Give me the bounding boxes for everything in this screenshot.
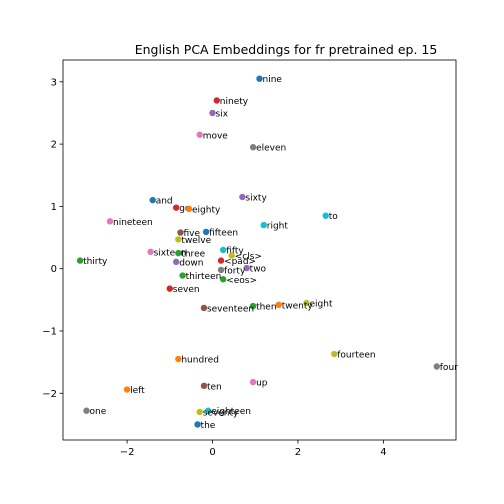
point-label: thirteen — [186, 272, 222, 282]
point-label: two — [250, 265, 267, 275]
data-point — [249, 144, 257, 151]
y-tick-label: 0 — [51, 264, 57, 275]
point-label: twenty — [282, 301, 314, 311]
point-label: twelve — [181, 236, 211, 246]
data-point — [147, 248, 154, 256]
axis-ticks: −2 0 2 4 −2 −1 0 1 2 3 — [42, 77, 386, 458]
point-label: hundred — [181, 356, 219, 366]
data-point — [219, 276, 227, 283]
point-label: seven — [173, 285, 200, 295]
point-label: down — [179, 258, 203, 268]
data-point — [433, 363, 440, 370]
data-point — [205, 407, 212, 414]
data-point — [256, 75, 263, 82]
point-label: fifty — [226, 247, 244, 257]
data-point — [173, 258, 180, 266]
point-label: three — [181, 250, 205, 260]
point-label: one — [89, 407, 106, 417]
point-label: ten — [207, 382, 222, 392]
data-point — [175, 355, 182, 363]
data-point — [217, 257, 225, 264]
data-point — [196, 131, 203, 138]
data-point — [179, 272, 186, 279]
y-tick-label: −2 — [42, 389, 57, 400]
point-label: <pad> — [224, 257, 256, 267]
data-point — [217, 266, 225, 274]
point-label: seventy — [203, 408, 239, 418]
y-tick-label: −1 — [42, 326, 57, 337]
data-point — [123, 386, 131, 393]
point-label: then — [256, 303, 276, 313]
point-label: sixty — [245, 194, 267, 204]
data-point — [243, 264, 250, 272]
point-label: forty — [224, 266, 246, 276]
point-label: to — [329, 212, 339, 222]
data-point — [196, 408, 203, 416]
data-point — [322, 212, 329, 219]
x-tick-label: −2 — [120, 447, 135, 458]
point-label: sixteen — [154, 248, 187, 258]
point-label: go — [179, 204, 191, 214]
data-point — [213, 97, 220, 104]
data-point — [173, 204, 180, 211]
data-point — [275, 301, 282, 309]
point-label: <eos> — [226, 276, 257, 286]
point-label: and — [156, 197, 173, 207]
point-label: eleven — [256, 144, 286, 154]
y-tick-label: 1 — [51, 202, 57, 213]
point-label: ninety — [220, 97, 249, 107]
data-point — [166, 285, 173, 292]
y-tick-label: 3 — [51, 77, 57, 88]
point-label: nine — [263, 75, 283, 85]
point-label: seventeen — [207, 304, 254, 314]
plot-frame — [62, 59, 457, 441]
data-point — [83, 407, 90, 414]
chart-title: English PCA Embeddings for fr pretrained… — [135, 42, 438, 57]
data-point — [249, 378, 257, 386]
point-label: fifteen — [209, 228, 238, 238]
point-label: the — [201, 421, 216, 431]
point-label: thirty — [83, 257, 108, 267]
point-label: left — [130, 386, 145, 396]
data-point — [260, 221, 267, 229]
data-point — [76, 257, 84, 264]
point-label: six — [216, 109, 229, 119]
point-label: five — [183, 229, 200, 239]
data-point — [185, 205, 193, 213]
y-tick-label: 2 — [51, 140, 57, 151]
data-point — [175, 236, 182, 243]
data-point — [106, 218, 114, 225]
point-label: four — [440, 363, 458, 373]
data-point — [219, 246, 227, 254]
point-label: fourteen — [337, 351, 375, 361]
data-point — [149, 196, 156, 204]
data-point — [303, 299, 310, 307]
data-point — [194, 421, 201, 428]
data-point — [239, 193, 246, 201]
data-point — [209, 109, 216, 117]
point-label: eighty — [192, 205, 221, 215]
data-point — [202, 228, 210, 236]
data-point — [249, 302, 257, 310]
x-tick-label: 2 — [295, 447, 301, 458]
data-point — [175, 249, 182, 257]
point-label: eighteen — [211, 407, 251, 417]
point-label: <cls> — [235, 252, 262, 262]
x-tick-label: 4 — [380, 447, 386, 458]
point-label: nineteen — [113, 218, 153, 228]
point-label: move — [203, 131, 229, 141]
data-point — [200, 304, 208, 312]
point-label: right — [267, 222, 289, 232]
data-point — [200, 382, 208, 390]
data-point — [177, 229, 184, 236]
point-label: up — [256, 379, 268, 389]
point-label: eight — [309, 299, 332, 309]
data-point — [228, 252, 235, 259]
data-point — [331, 350, 338, 358]
x-tick-label: 0 — [209, 447, 215, 458]
